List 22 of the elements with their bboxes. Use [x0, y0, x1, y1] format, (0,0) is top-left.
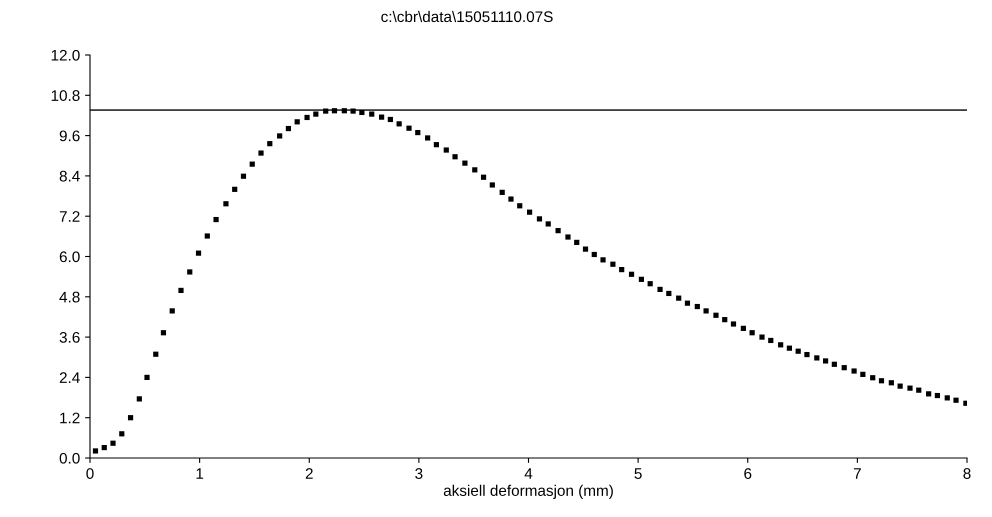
x-tick-label: 4 — [524, 468, 532, 479]
y-tick-label: 4.8 — [59, 292, 80, 302]
y-tick-label: 9.6 — [60, 130, 80, 142]
y-tick-label: 8.4 — [60, 170, 80, 182]
x-axis-title: aksiell deformasjon (mm) — [444, 484, 613, 499]
y-tick-label: 10.8 — [52, 90, 80, 101]
x-tick-label: 0 — [86, 468, 94, 479]
chart-title: c:\cbr\data\15051110.07S — [381, 10, 553, 22]
y-tick-label: 0.0 — [60, 452, 80, 464]
y-tick-label: 6.0 — [60, 251, 80, 262]
x-tick-label: 1 — [196, 468, 204, 479]
y-tick-label: 12.0 — [52, 50, 80, 61]
x-tick-label: 3 — [415, 468, 422, 479]
y-tick-label: 1.2 — [60, 412, 80, 424]
x-tick-label: 2 — [306, 468, 313, 479]
x-tick-label: 5 — [634, 468, 642, 479]
y-tick-label: 7.2 — [60, 211, 80, 222]
x-tick-label: 8 — [963, 468, 971, 479]
y-tick-label: 3.6 — [60, 332, 80, 343]
x-tick-label: 6 — [744, 468, 752, 479]
y-tick-label: 2.4 — [60, 372, 80, 383]
x-tick-label: 7 — [854, 468, 861, 479]
